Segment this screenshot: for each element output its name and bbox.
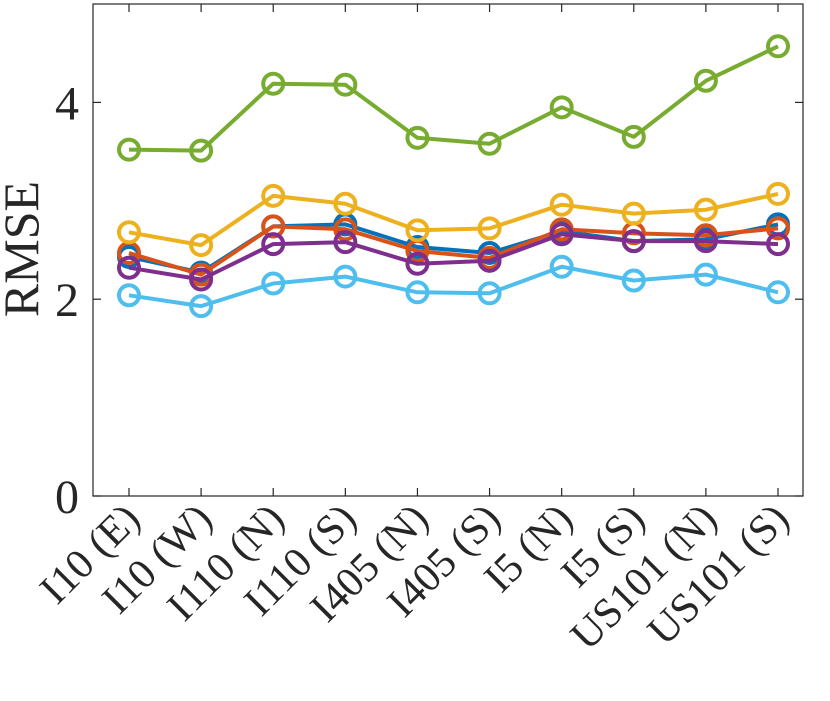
- data-point: [189, 294, 214, 319]
- data-point: [766, 232, 790, 257]
- series-line: [128, 232, 779, 282]
- x-axis: I10 (E)I10 (W)I110 (N)I110 (S)I405 (N)I4…: [32, 4, 798, 659]
- data-point: [261, 214, 286, 239]
- y-tick-label: 2: [55, 274, 79, 327]
- series-3: [117, 181, 790, 258]
- data-point: [261, 271, 286, 296]
- series-line: [128, 264, 779, 309]
- data-point: [333, 264, 358, 289]
- data-point: [405, 251, 430, 276]
- data-point: [549, 95, 574, 120]
- data-point: [766, 216, 790, 241]
- data-point: [117, 255, 141, 280]
- plot-area-frame: [92, 3, 804, 497]
- data-point: [549, 222, 574, 247]
- data-point: [621, 229, 646, 254]
- data-point: [621, 124, 646, 149]
- data-point: [621, 268, 646, 293]
- series-4: [117, 222, 790, 292]
- data-point: [405, 280, 430, 305]
- data-point: [477, 216, 502, 241]
- series-line: [128, 191, 779, 248]
- data-point: [117, 137, 141, 162]
- data-point: [477, 131, 502, 156]
- data-point: [549, 254, 574, 279]
- series-6: [117, 254, 790, 319]
- series-line: [128, 44, 779, 153]
- data-point: [333, 230, 358, 255]
- data-point: [405, 218, 430, 243]
- data-point: [189, 233, 214, 258]
- data-point: [261, 183, 286, 208]
- data-point: [693, 197, 718, 222]
- series-line: [128, 224, 779, 277]
- data-point: [189, 267, 214, 292]
- y-tick-label: 0: [55, 471, 79, 524]
- data-point: [693, 229, 718, 254]
- y-tick-label: 4: [55, 77, 79, 130]
- data-point: [766, 280, 790, 305]
- data-point: [333, 191, 358, 216]
- data-point: [693, 262, 718, 287]
- data-point: [117, 220, 141, 245]
- y-axis: 0 2 4: [55, 77, 803, 524]
- data-point: [766, 181, 790, 206]
- data-point: [693, 68, 718, 93]
- data-point: [117, 283, 141, 308]
- y-axis-label: RMSE: [0, 181, 49, 317]
- data-point: [621, 201, 646, 226]
- series-5: [117, 34, 790, 163]
- data-point: [189, 138, 214, 163]
- data-point: [261, 232, 286, 257]
- data-point: [477, 281, 502, 306]
- data-point: [333, 217, 358, 242]
- data-point: [261, 71, 286, 96]
- data-point: [405, 125, 430, 150]
- data-point: [549, 192, 574, 217]
- data-point: [333, 72, 358, 97]
- data-point: [766, 34, 790, 59]
- axes: [92, 3, 804, 497]
- data-point: [477, 248, 502, 273]
- series-layer: [117, 34, 790, 319]
